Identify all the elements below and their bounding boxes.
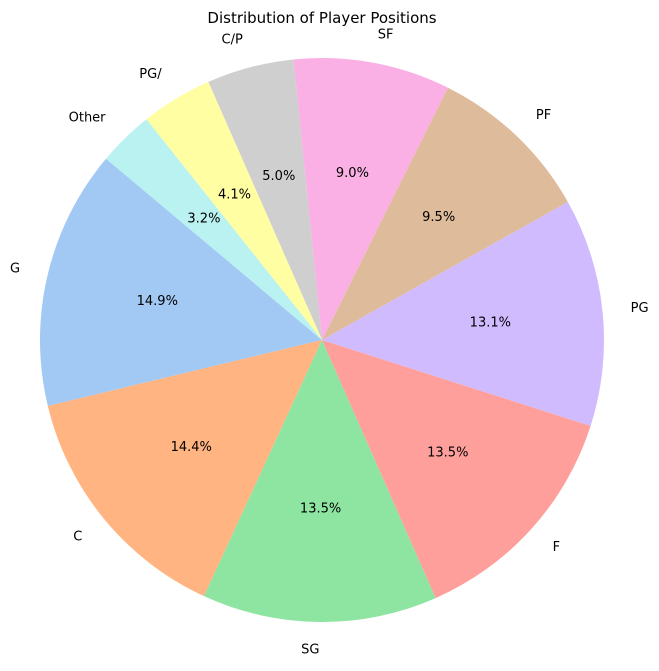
slice-percentage-label: 9.0%	[336, 166, 369, 181]
slice-label: SF	[378, 27, 394, 42]
slice-percentage-label: 13.5%	[427, 446, 468, 461]
slice-percentage-label: 9.5%	[422, 210, 455, 225]
slice-label: PG	[631, 301, 649, 316]
slice-percentage-label: 3.2%	[187, 211, 220, 226]
pie-slice-c	[47, 340, 322, 597]
pie-slice-sf	[293, 58, 448, 341]
pie-slice-pg	[146, 81, 322, 341]
slice-label: PF	[536, 108, 551, 123]
slice-label: C/P	[222, 33, 243, 48]
slice-percentage-label: 14.9%	[137, 294, 178, 309]
slice-percentage-label: 13.1%	[470, 315, 511, 330]
slice-label: F	[553, 540, 560, 555]
slice-label: SG	[301, 643, 319, 658]
slice-percentage-label: 4.1%	[218, 188, 251, 203]
pie-slices	[40, 58, 604, 623]
slice-label: G	[10, 261, 20, 276]
chart-title: Distribution of Player Positions	[207, 9, 436, 27]
pie-slice-c-p	[208, 59, 322, 340]
percentage-labels: 14.9% 14.4% 13.5% 13.5% 13.1% 9.5% 9.0% 5.0% 4.1…	[137, 166, 511, 517]
pie-slice-f	[322, 340, 591, 599]
pie-slice-other	[105, 119, 322, 340]
pie-slice-g	[40, 158, 323, 406]
slice-percentage-label: 14.4%	[171, 440, 212, 455]
slice-label: PG/	[139, 67, 162, 82]
slice-labels: G C SG F PG PF SF C/P PG/Other	[10, 27, 649, 657]
pie-slice-pf	[322, 87, 568, 340]
pie-slice-pg	[322, 201, 604, 426]
slice-percentage-label: 13.5%	[300, 502, 341, 517]
pie-slice-sg	[204, 340, 436, 623]
slice-percentage-label: 5.0%	[262, 169, 295, 184]
slice-label: Other	[69, 110, 107, 125]
slice-label: C	[73, 529, 82, 544]
